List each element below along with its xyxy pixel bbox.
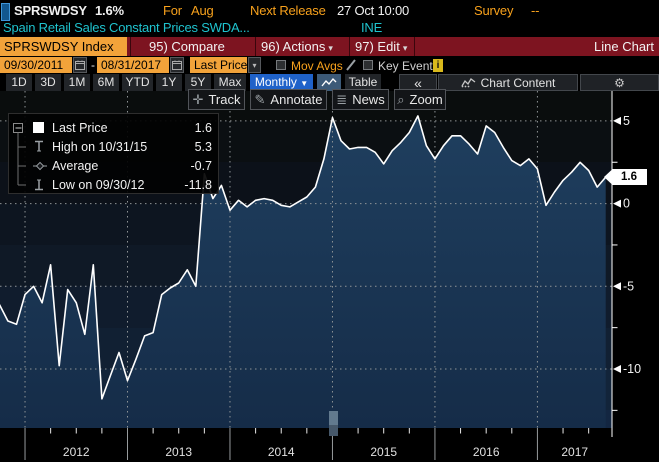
last-price-axis-tag: 1.6 xyxy=(604,169,647,185)
next-release-value: 27 Oct 10:00 xyxy=(337,3,410,18)
next-release-label: Next Release xyxy=(250,3,326,18)
key-events-label: Key Events xyxy=(378,59,439,73)
chevron-down-icon: ▾ xyxy=(328,43,333,53)
magnifier-icon: ⌕ xyxy=(397,92,405,107)
svg-text:2017: 2017 xyxy=(561,445,588,459)
date-to-input[interactable]: 08/31/2017 xyxy=(97,57,169,73)
svg-text:-5: -5 xyxy=(623,279,634,293)
price-field-dropdown-button[interactable]: ▾ xyxy=(248,57,261,73)
pencil-icon[interactable] xyxy=(344,58,358,72)
high-marker-icon xyxy=(33,140,49,153)
svg-text:2015: 2015 xyxy=(370,445,397,459)
calendar-icon[interactable] xyxy=(170,57,184,73)
svg-text:2014: 2014 xyxy=(268,445,295,459)
range-3d[interactable]: 3D xyxy=(35,74,61,91)
legend-tree xyxy=(13,123,26,186)
range-1m[interactable]: 1M xyxy=(64,74,90,91)
table-button[interactable]: Table xyxy=(345,74,381,91)
average-marker-icon xyxy=(33,160,49,172)
zoom-button[interactable]: ⌕ Zoom xyxy=(394,89,446,110)
legend-row-high: High on 10/31/15 5.3 xyxy=(33,137,212,156)
line-chart-icon xyxy=(321,77,337,87)
chart-content-button[interactable]: Chart Content xyxy=(438,74,578,91)
price-line xyxy=(0,115,607,400)
legend-expander-icon[interactable] xyxy=(13,122,23,132)
series-swatch-icon xyxy=(33,121,49,134)
range-1y[interactable]: 1Y xyxy=(156,74,182,91)
date-from-input[interactable]: 09/30/2011 xyxy=(0,57,72,73)
line-chart-type-button[interactable] xyxy=(317,74,341,91)
range-max[interactable]: Max xyxy=(214,74,246,91)
menu-bar: SPRSWDSY Index 95) Compare 96) Actions ▾ … xyxy=(0,37,659,56)
range-1d[interactable]: 1D xyxy=(6,74,32,91)
annotate-button[interactable]: ✎ Annotate xyxy=(250,89,327,110)
calendar-icon[interactable] xyxy=(73,57,87,73)
svg-text:2016: 2016 xyxy=(473,445,500,459)
area-fill xyxy=(0,115,606,428)
legend-row-low: Low on 09/30/12 -11.8 xyxy=(33,175,212,194)
legend-row-average: Average -0.7 xyxy=(33,156,212,175)
chart-type-label: Line Chart xyxy=(594,39,654,54)
price-field-select[interactable]: Last Price xyxy=(190,57,247,73)
track-crosshair-icon: ✛ xyxy=(192,92,204,107)
svg-text:5: 5 xyxy=(623,114,630,128)
menu-edit[interactable]: 97) Edit ▾ xyxy=(355,39,408,54)
axes: 2012 2013 2014 2015 2016 2017 5 0 -5 -10 xyxy=(0,91,659,462)
range-5y[interactable]: 5Y xyxy=(185,74,211,91)
security-field[interactable]: SPRSWDSY Index xyxy=(0,37,127,56)
news-button[interactable]: ≣ News xyxy=(332,89,389,110)
settings-gear-button[interactable]: ⚙ xyxy=(580,74,659,91)
news-list-icon: ≣ xyxy=(336,92,348,107)
menu-separator xyxy=(414,37,415,56)
period-dropdown[interactable]: Monthly ▼ xyxy=(250,74,313,91)
gear-icon: ⚙ xyxy=(614,76,625,90)
chart-legend: Last Price 1.6 High on 10/31/15 5.3 Aver… xyxy=(8,113,219,194)
annotate-pencil-icon: ✎ xyxy=(254,92,266,107)
menu-actions[interactable]: 96) Actions ▾ xyxy=(261,39,333,54)
security-description: Spain Retail Sales Constant Prices SWDA.… xyxy=(3,20,250,35)
data-source: INE xyxy=(361,20,383,35)
ticker-change: 1.6% xyxy=(95,3,124,18)
date-range-separator: - xyxy=(91,58,95,72)
svg-text:-10: -10 xyxy=(623,362,641,376)
svg-text:2013: 2013 xyxy=(165,445,192,459)
low-marker-icon xyxy=(33,178,49,191)
panel-indicator xyxy=(1,3,10,21)
chevron-down-icon: ▼ xyxy=(300,79,309,88)
chevron-down-icon: ▾ xyxy=(252,61,257,70)
info-icon[interactable]: i xyxy=(433,59,443,72)
menu-separator xyxy=(130,37,131,56)
survey-value: -- xyxy=(531,3,540,18)
menu-separator xyxy=(255,37,256,56)
menu-compare[interactable]: 95) Compare xyxy=(149,39,225,54)
legend-row-last-price: Last Price 1.6 xyxy=(33,118,212,137)
survey-label: Survey xyxy=(474,3,514,18)
range-ytd[interactable]: YTD xyxy=(122,74,153,91)
for-value: Aug xyxy=(191,3,214,18)
mov-avgs-checkbox[interactable] xyxy=(276,60,286,70)
panel-drag-handle[interactable] xyxy=(329,411,338,436)
range-6m[interactable]: 6M xyxy=(93,74,119,91)
key-events-checkbox[interactable] xyxy=(363,60,373,70)
mini-chart-icon xyxy=(461,78,476,88)
track-button[interactable]: ✛ Track xyxy=(188,89,245,110)
svg-text:2012: 2012 xyxy=(63,445,90,459)
chevron-down-icon: ▾ xyxy=(402,43,408,53)
ticker-symbol: SPRSWDSY xyxy=(14,3,87,18)
mov-avgs-label: Mov Avgs xyxy=(291,59,343,73)
for-label: For xyxy=(163,3,182,18)
menu-separator xyxy=(349,37,350,56)
svg-text:0: 0 xyxy=(623,197,630,211)
